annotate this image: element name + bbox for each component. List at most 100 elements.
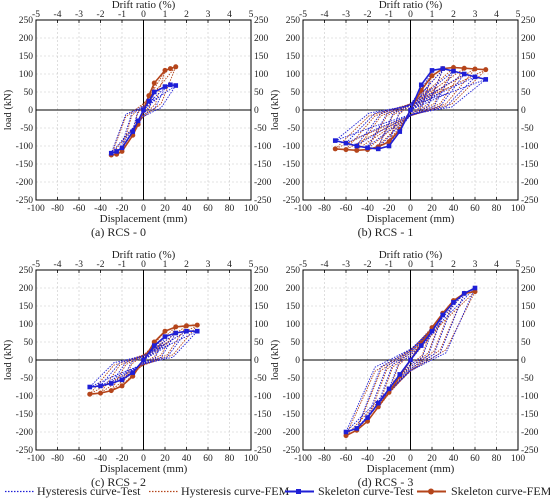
panel-subtitle: (b) RCS - 1 <box>358 225 414 239</box>
x-axis-title: Displacement (mm) <box>367 463 455 475</box>
skeleton-test-point <box>461 71 467 77</box>
x-tick-label: 40 <box>182 454 192 464</box>
top-axis-title: Drift ratio (%) <box>112 249 176 261</box>
y-tick-label: 100 <box>19 320 34 330</box>
skeleton-fem-point <box>173 64 179 70</box>
y-tick-label: -250 <box>16 196 34 206</box>
skeleton-fem-point <box>98 390 103 396</box>
y-tick-label-right: 200 <box>521 284 536 294</box>
y-tick-label-right: 0 <box>254 106 259 116</box>
x-tick-label: -60 <box>73 454 86 464</box>
top-tick-label: -1 <box>385 10 393 20</box>
y-tick-label-right: 200 <box>254 34 269 44</box>
skeleton-test-point <box>173 83 179 88</box>
skeleton-test-point <box>184 328 189 334</box>
y-tick-label-right: -150 <box>254 160 272 170</box>
top-tick-label: 3 <box>473 10 478 20</box>
panel-1: -100 -80 -60 -40 -20 0 20 40 60 80 100-250 -250-200… <box>270 0 539 239</box>
top-tick-label: 0 <box>141 10 146 20</box>
x-tick-label: 20 <box>160 454 170 464</box>
y-tick-label-right: -250 <box>521 446 539 456</box>
top-tick-label: -2 <box>364 260 372 270</box>
y-axis-title: load (kN) <box>3 339 14 380</box>
x-tick-label: 20 <box>427 204 437 214</box>
skeleton-test-point <box>386 386 392 392</box>
y-tick-label-right: -200 <box>521 178 539 188</box>
skeleton-test-point <box>418 343 424 348</box>
skeleton-fem-point <box>461 65 467 71</box>
top-tick-label: 4 <box>227 10 232 20</box>
top-tick-label: -5 <box>299 260 307 270</box>
y-tick-label-right: -150 <box>521 160 539 170</box>
top-tick-label: 3 <box>206 260 211 270</box>
skeleton-test-point <box>108 150 114 156</box>
top-tick-label: -2 <box>364 10 372 20</box>
top-tick-label: 2 <box>451 260 456 270</box>
skeleton-test-point <box>397 372 403 377</box>
top-tick-label: -4 <box>321 260 329 270</box>
x-tick-label: 0 <box>408 204 413 214</box>
x-tick-label: -20 <box>383 454 396 464</box>
skeleton-test-point <box>365 415 370 420</box>
x-tick-label: -80 <box>318 454 331 464</box>
y-tick-label: 200 <box>19 34 34 44</box>
x-tick-label: -60 <box>73 204 86 214</box>
y-tick-label-right: -250 <box>254 196 272 206</box>
skeleton-test-point <box>130 129 136 134</box>
y-tick-label: -250 <box>16 446 34 456</box>
hysteresis-test-loop <box>345 76 476 144</box>
hysteresis-test-loop <box>335 78 487 142</box>
hysteresis-test-loop <box>356 293 465 429</box>
y-tick-label-right: 150 <box>254 302 269 312</box>
top-tick-label: 2 <box>184 10 189 20</box>
hysteresis-fem-loop <box>356 67 465 150</box>
y-tick-label: 250 <box>286 16 301 26</box>
x-tick-label: 20 <box>160 204 170 214</box>
skeleton-fem-point <box>472 66 478 72</box>
y-tick-label: 250 <box>19 16 34 26</box>
x-tick-label: 60 <box>203 204 213 214</box>
y-tick-label: -150 <box>283 410 301 420</box>
x-tick-label: 100 <box>511 454 526 464</box>
y-tick-label: 0 <box>295 106 300 116</box>
y-tick-label: 50 <box>24 88 34 98</box>
x-tick-label: -40 <box>361 454 374 464</box>
top-axis-title: Drift ratio (%) <box>112 0 176 11</box>
y-tick-label-right: 150 <box>521 302 536 312</box>
y-tick-label: -100 <box>16 392 34 402</box>
x-tick-label: 60 <box>470 454 480 464</box>
y-tick-label-right: -50 <box>254 124 267 134</box>
x-tick-label: 40 <box>449 454 459 464</box>
skeleton-fem-point <box>108 388 114 394</box>
y-tick-label-right: 250 <box>521 266 536 276</box>
skeleton-test-point <box>375 146 381 152</box>
x-axis-title: Displacement (mm) <box>367 213 455 225</box>
skeleton-fem-point <box>119 148 125 154</box>
top-tick-label: 3 <box>206 10 211 20</box>
skeleton-test-point <box>440 312 446 318</box>
y-tick-label-right: -200 <box>254 178 272 188</box>
hysteresis-fem-loop <box>121 70 166 150</box>
skeleton-test-point <box>135 118 141 124</box>
skeleton-fem-point <box>167 66 173 72</box>
y-tick-label: 150 <box>19 52 34 62</box>
hysteresis-test-loop <box>110 332 177 384</box>
hysteresis-test-loop <box>100 330 187 387</box>
skeleton-test-point <box>451 68 456 74</box>
skeleton-test-point <box>440 66 446 71</box>
x-tick-label: 100 <box>244 204 259 214</box>
top-axis-title: Drift ratio (%) <box>379 0 443 11</box>
hysteresis-test-loop <box>356 73 465 146</box>
x-tick-label: 80 <box>492 204 502 214</box>
top-tick-label: 5 <box>516 260 521 270</box>
y-tick-label: -200 <box>283 178 301 188</box>
skeleton-test-point <box>173 330 179 336</box>
y-tick-label: 100 <box>286 320 301 330</box>
x-tick-label: -100 <box>294 454 312 464</box>
x-tick-label: 60 <box>203 454 213 464</box>
x-tick-label: 0 <box>141 204 146 214</box>
y-tick-label-right: -200 <box>254 428 272 438</box>
y-tick-label-right: -100 <box>521 392 539 402</box>
top-tick-label: -2 <box>97 10 105 20</box>
x-tick-label: -80 <box>51 454 64 464</box>
